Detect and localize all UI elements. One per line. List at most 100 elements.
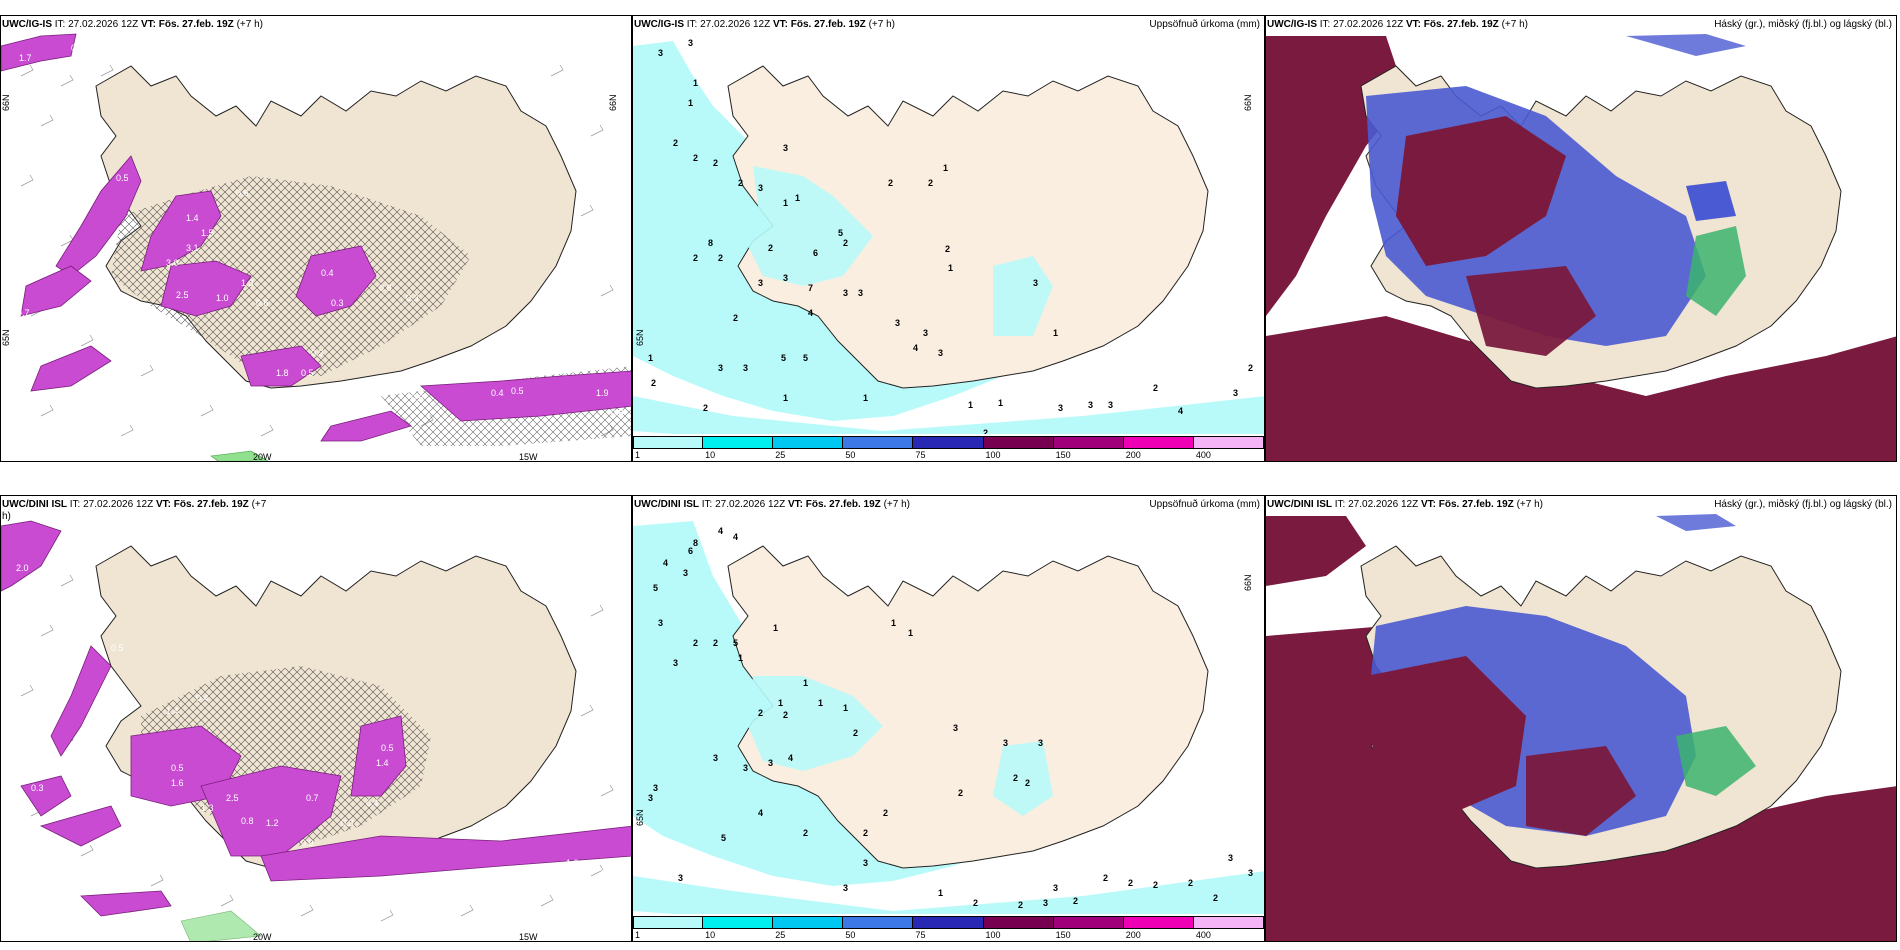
svg-text:2: 2 (928, 178, 933, 188)
colorbar-swatch (913, 436, 984, 449)
svg-text:3: 3 (783, 273, 788, 283)
svg-text:0.4: 0.4 (366, 798, 379, 808)
conv-value: 0.5 (116, 173, 129, 183)
svg-text:1.6: 1.6 (171, 778, 184, 788)
colorbar-tick-label: 1 (635, 450, 641, 460)
conv-value: 0.3 (51, 223, 64, 233)
lat-label: 65N (1, 329, 11, 346)
colorbar-tick-label: 150 (1055, 930, 1071, 940)
svg-text:1: 1 (803, 678, 808, 688)
svg-text:8: 8 (693, 538, 698, 548)
svg-text:1: 1 (998, 398, 1003, 408)
svg-text:0.4: 0.4 (96, 502, 109, 512)
colorbar-tick-label: 75 (915, 450, 926, 460)
svg-text:2: 2 (703, 403, 708, 413)
iceland-land (727, 545, 1209, 869)
svg-text:0.8: 0.8 (81, 738, 94, 748)
svg-text:3: 3 (1033, 278, 1038, 288)
svg-text:1.4: 1.4 (376, 758, 389, 768)
svg-text:2: 2 (1153, 880, 1158, 890)
svg-text:1: 1 (943, 163, 948, 173)
svg-text:1.7: 1.7 (601, 863, 614, 873)
conv-value: 0.3 (406, 293, 419, 303)
model-source: UWC/IG-IS (2, 19, 52, 30)
svg-text:4: 4 (758, 808, 763, 818)
svg-text:1: 1 (693, 78, 698, 88)
conv-value: 0.6 (236, 188, 249, 198)
svg-text:2: 2 (693, 638, 698, 648)
svg-text:2: 2 (863, 828, 868, 838)
conv-value: 0.3 (331, 298, 344, 308)
colorbar-swatch (1053, 436, 1124, 449)
svg-text:1: 1 (843, 703, 848, 713)
colorbar-swatch (913, 916, 984, 929)
colorbar-frame (633, 916, 1264, 929)
svg-text:3: 3 (1043, 898, 1048, 908)
svg-text:4: 4 (663, 558, 668, 568)
lat-label: 66N (1243, 574, 1253, 591)
svg-text:2: 2 (973, 898, 978, 908)
valid-time: VT: Fös. 27.feb. 19Z (1420, 499, 1514, 510)
svg-text:1: 1 (778, 698, 783, 708)
lon-label: 20W (253, 452, 272, 462)
svg-text:4: 4 (733, 532, 738, 542)
svg-text:0.8: 0.8 (471, 868, 484, 878)
svg-text:1: 1 (818, 698, 823, 708)
conv-value: 1.9 (596, 388, 609, 398)
colorbar-swatch (983, 436, 1054, 449)
conv-value: 0.7 (17, 308, 30, 318)
lat-label: 66N (1, 94, 11, 111)
svg-text:1: 1 (795, 193, 800, 203)
svg-text:3: 3 (1038, 738, 1043, 748)
svg-text:2: 2 (958, 788, 963, 798)
field-title: Háský (gr.), miðský (fj.bl.) og lágský (… (1714, 19, 1892, 30)
svg-text:1: 1 (783, 393, 788, 403)
svg-text:3: 3 (1228, 853, 1233, 863)
conv-value: 0.5 (511, 386, 524, 396)
colorbar-tick-label: 25 (775, 450, 786, 460)
field-title: Uppsöfnuð úrkoma (mm) (1149, 499, 1260, 510)
svg-text:2: 2 (843, 238, 848, 248)
lead-time: (+7 h) (1501, 19, 1528, 30)
panel-accumulated-precip-bottom: UWC/DINI ISL IT: 27.02.2026 12Z VT: Fös.… (632, 495, 1265, 942)
colorbar-tick-label: 100 (985, 930, 1001, 940)
svg-text:1: 1 (938, 888, 943, 898)
svg-text:2: 2 (1213, 893, 1218, 903)
svg-text:5: 5 (653, 583, 658, 593)
colorbar-tick-label: 400 (1195, 930, 1211, 940)
model-source: UWC/DINI ISL (634, 499, 699, 510)
map-canvas: 0.4 2.0 0.5 0.8 1.4 0.4 0.5 1.6 2.5 1.3 … (1, 502, 631, 942)
svg-text:2: 2 (693, 253, 698, 263)
svg-text:2.5: 2.5 (226, 793, 239, 803)
colorbar-tick-label: 75 (915, 930, 926, 940)
colorbar-tick-label: 10 (705, 930, 716, 940)
conv-value: 0.4 (321, 268, 334, 278)
colorbar-tick-label: 150 (1055, 450, 1071, 460)
conv-value: 0.8 (379, 283, 392, 293)
svg-text:3: 3 (658, 618, 663, 628)
svg-text:4: 4 (1178, 406, 1183, 416)
colorbar-tick-label: 50 (845, 450, 856, 460)
colorbar-swatch (633, 916, 704, 929)
colorbar-tick-label: 200 (1125, 450, 1141, 460)
svg-text:1.2: 1.2 (266, 818, 279, 828)
svg-text:3: 3 (895, 318, 900, 328)
svg-text:3: 3 (648, 793, 653, 803)
colorbar-swatch (1053, 916, 1124, 929)
conv-value: 1.4 (186, 213, 199, 223)
svg-text:2: 2 (733, 313, 738, 323)
panel-clouds-bottom: UWC/DINI ISL IT: 27.02.2026 12Z VT: Fös.… (1265, 495, 1897, 942)
panel-header: UWC/DINI ISL IT: 27.02.2026 12Z VT: Fös.… (1267, 499, 1543, 511)
svg-text:2: 2 (713, 638, 718, 648)
svg-text:3: 3 (683, 568, 688, 578)
lon-label: 20W (253, 932, 272, 942)
svg-text:1: 1 (738, 653, 743, 663)
init-time: IT: 27.02.2026 12Z (686, 19, 771, 30)
svg-text:0.7: 0.7 (306, 793, 319, 803)
svg-text:4: 4 (808, 308, 813, 318)
svg-text:0.3: 0.3 (31, 783, 44, 793)
convective-precip (1, 520, 631, 917)
lead-time: (+7 h) (236, 19, 263, 30)
svg-text:0.5: 0.5 (171, 763, 184, 773)
valid-time: VT: Fös. 27.feb. 19Z (155, 499, 249, 510)
